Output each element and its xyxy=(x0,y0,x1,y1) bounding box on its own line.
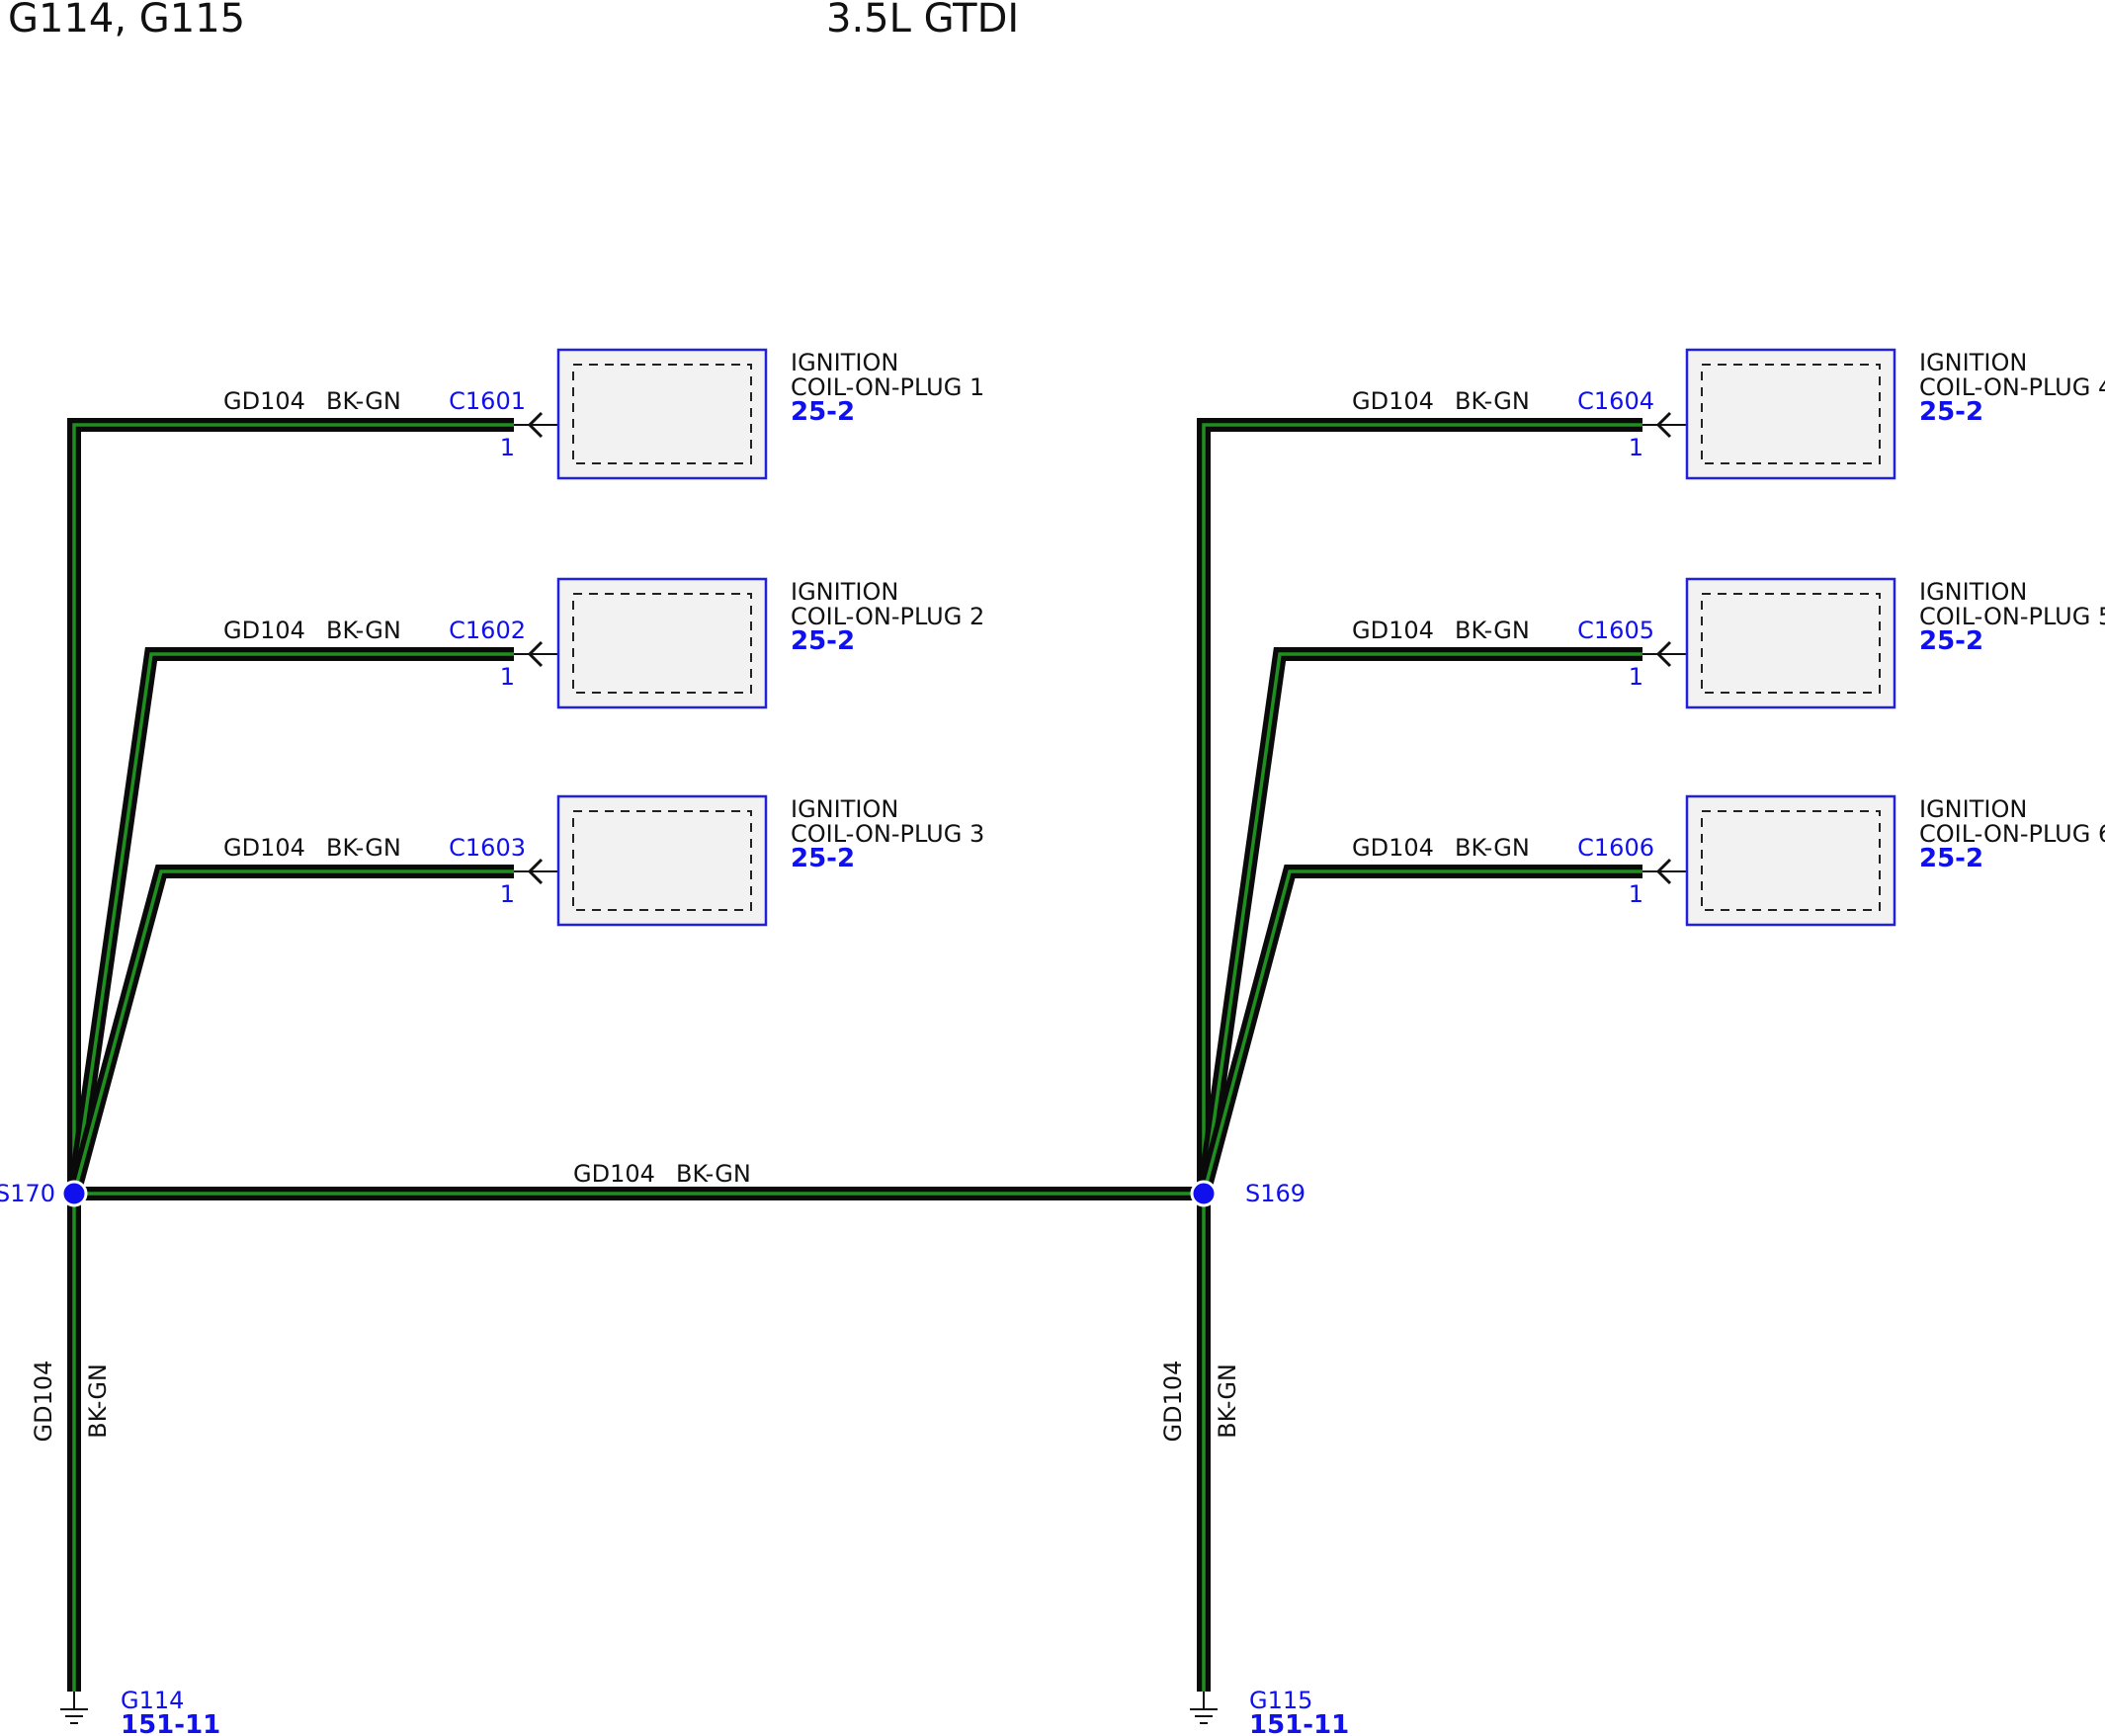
coil-page-ref: 25-2 xyxy=(1919,626,1983,656)
ground-page-ref: 151-11 xyxy=(121,1710,220,1736)
splice-s169-icon xyxy=(1190,1180,1218,1207)
splice-label-s169: S169 xyxy=(1245,1180,1305,1207)
wire-to-coil-3-stripe xyxy=(72,869,514,1195)
connector-arrow-icon xyxy=(1655,858,1672,885)
vertical-circuit-label: GD104 xyxy=(30,1361,57,1443)
coil-page-ref: 25-2 xyxy=(1919,397,1983,427)
vertical-color-label: BK-GN xyxy=(1214,1364,1241,1439)
splice-s170-icon xyxy=(60,1180,88,1207)
wire-circuit-label: GD104 xyxy=(1352,387,1434,415)
wire-circuit-label: GD104 xyxy=(1352,617,1434,644)
coil-page-ref: 25-2 xyxy=(1919,844,1983,873)
connector-arrow-icon xyxy=(527,640,544,668)
coil-component-box xyxy=(1685,577,1896,709)
link-color-label: BK-GN xyxy=(676,1160,751,1188)
coil-component-box xyxy=(556,348,768,480)
wire-to-coil-5-stripe xyxy=(1202,652,1642,1195)
connector-arrow-icon xyxy=(527,858,544,885)
coil-component-inner xyxy=(572,593,752,694)
connector-pin: 1 xyxy=(1629,663,1643,691)
ground-label: G114 xyxy=(121,1687,184,1714)
coil-component-inner xyxy=(572,364,752,464)
wire-to-coil-6-stripe xyxy=(1202,869,1642,1195)
wire-to-coil-2-stripe xyxy=(72,652,514,1195)
coil-name-line1: IGNITION xyxy=(1919,795,2027,823)
wire-to-coil-6 xyxy=(1197,865,1642,1196)
coil-component-inner xyxy=(1701,810,1881,911)
coil-name-line1: IGNITION xyxy=(1919,349,2027,376)
connector-pin: 1 xyxy=(500,880,515,908)
wire-color-label: BK-GN xyxy=(326,387,401,415)
connector-id: C1605 xyxy=(1577,617,1654,644)
wire-color-label: BK-GN xyxy=(326,834,401,862)
connector-arrow-icon xyxy=(1655,411,1672,439)
coil-name-line2: COIL-ON-PLUG 5 xyxy=(1919,603,2105,630)
coil-component-inner xyxy=(1701,364,1881,464)
wire-circuit-label: GD104 xyxy=(1352,834,1434,862)
ground-label: G115 xyxy=(1249,1687,1312,1714)
wire-to-coil-1 xyxy=(67,418,514,1194)
connector-id: C1602 xyxy=(449,617,526,644)
link-circuit-label: GD104 xyxy=(573,1160,655,1188)
splice-label-s170: S170 xyxy=(0,1180,55,1207)
coil-component-inner xyxy=(572,810,752,911)
coil-components xyxy=(514,348,1896,927)
coil-name-line1: IGNITION xyxy=(1919,578,2027,606)
coil-name-line1: IGNITION xyxy=(791,795,898,823)
wire-color-label: BK-GN xyxy=(1455,834,1530,862)
connector-pin: 1 xyxy=(500,434,515,461)
connector-arrow-icon xyxy=(1655,640,1672,668)
coil-component-box xyxy=(1685,794,1896,927)
splices: S170 S169 xyxy=(0,1180,1305,1207)
connector-pin: 1 xyxy=(1629,880,1643,908)
wire-circuit-label: GD104 xyxy=(223,617,305,644)
connector-id: C1601 xyxy=(449,387,526,415)
connector-id: C1606 xyxy=(1577,834,1654,862)
coil-component-inner xyxy=(1701,593,1881,694)
wire-to-coil-3 xyxy=(67,865,514,1196)
wire-to-coil-1-stripe xyxy=(72,423,514,1194)
diagram-title-left: G114, G115 xyxy=(8,0,245,41)
coil-name-line2: COIL-ON-PLUG 3 xyxy=(791,820,984,848)
ground-page-ref: 151-11 xyxy=(1249,1710,1349,1736)
coil-component-box xyxy=(556,577,768,709)
connector-pin: 1 xyxy=(500,663,515,691)
coil-component-box xyxy=(556,794,768,927)
coil-page-ref: 25-2 xyxy=(791,626,855,656)
wire-color-label: BK-GN xyxy=(326,617,401,644)
coil-name-line2: COIL-ON-PLUG 2 xyxy=(791,603,984,630)
connector-id: C1604 xyxy=(1577,387,1654,415)
wire-to-coil-4 xyxy=(1197,418,1642,1194)
diagram-title-center: 3.5L GTDI xyxy=(826,0,1019,41)
coil-page-ref: 25-2 xyxy=(791,397,855,427)
connector-pin: 1 xyxy=(1629,434,1643,461)
coil-name-line2: COIL-ON-PLUG 4 xyxy=(1919,373,2105,401)
coil-component-box xyxy=(1685,348,1896,480)
coil-name-line1: IGNITION xyxy=(791,349,898,376)
connector-arrow-icon xyxy=(527,411,544,439)
wire-to-coil-4-stripe xyxy=(1202,423,1642,1194)
wire-harness xyxy=(67,418,1642,1692)
coil-page-ref: 25-2 xyxy=(791,844,855,873)
vertical-circuit-label: GD104 xyxy=(1159,1361,1187,1443)
coil-name-line2: COIL-ON-PLUG 6 xyxy=(1919,820,2105,848)
wire-circuit-label: GD104 xyxy=(223,387,305,415)
wire-color-label: BK-GN xyxy=(1455,387,1530,415)
connector-id: C1603 xyxy=(449,834,526,862)
coil-name-line1: IGNITION xyxy=(791,578,898,606)
coil-name-line2: COIL-ON-PLUG 1 xyxy=(791,373,984,401)
wire-circuit-label: GD104 xyxy=(223,834,305,862)
vertical-color-label: BK-GN xyxy=(84,1364,112,1439)
wire-color-label: BK-GN xyxy=(1455,617,1530,644)
